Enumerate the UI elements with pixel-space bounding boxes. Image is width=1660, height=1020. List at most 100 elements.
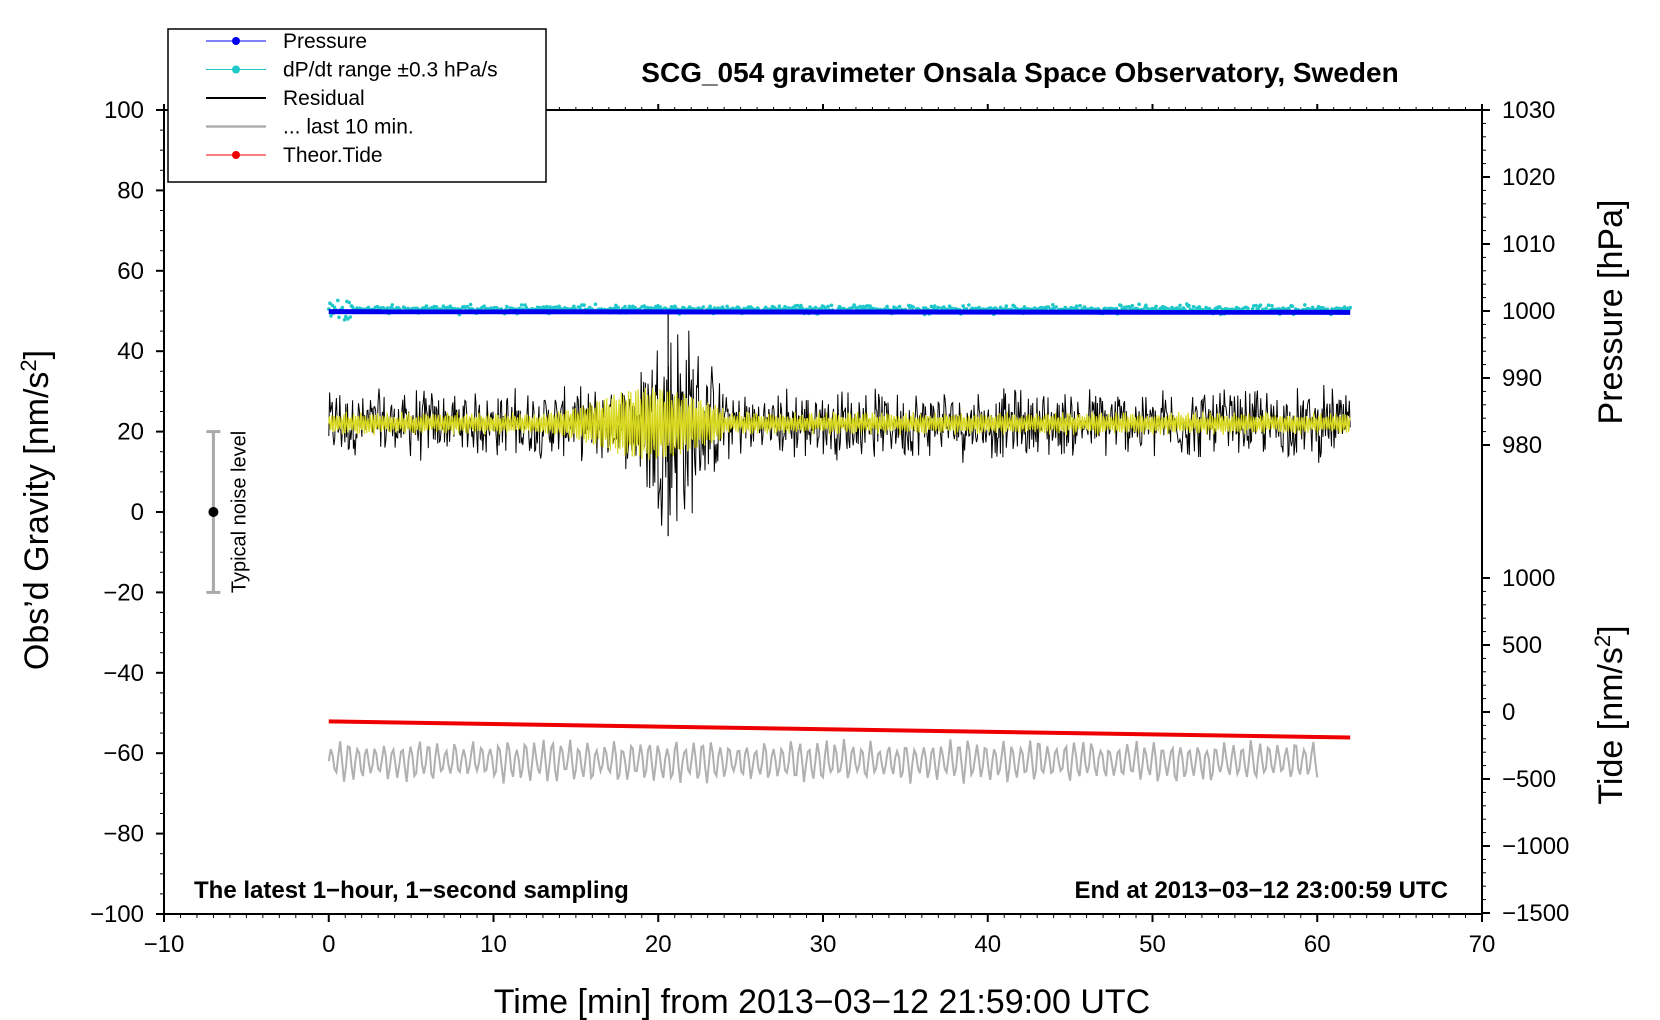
y-left-tick-label: 40 [117, 338, 144, 365]
dpdt-point [1074, 304, 1079, 309]
dpdt-point [336, 298, 340, 303]
dpdt-point [897, 304, 902, 309]
dpdt-point [623, 304, 627, 309]
dpdt-point [829, 303, 834, 308]
x-tick-label: 20 [645, 931, 672, 958]
tide-tick-label: 1000 [1502, 565, 1555, 592]
noise-bar-label: Typical noise level [228, 431, 250, 593]
tide-tick-label: 500 [1502, 632, 1542, 659]
legend-label: Pressure [283, 30, 367, 53]
legend-label: Theor.Tide [283, 144, 383, 167]
axes-layer: −10 0 10 20 30 40 50 60 70100806040200−20−40−60−… [90, 97, 1569, 958]
dpdt-point [1348, 305, 1352, 310]
dpdt-point [842, 306, 846, 311]
tide-tick-label: −500 [1502, 766, 1556, 793]
y-left-tick-label: 100 [104, 97, 144, 124]
dpdt-point [998, 305, 1003, 310]
x-tick-label: 0 [322, 931, 335, 958]
dpdt-point [1082, 305, 1087, 309]
pressure-tick-label: 990 [1502, 365, 1542, 392]
dpdt-point [1290, 304, 1295, 309]
x-tick-label: 50 [1139, 931, 1166, 958]
series-last-10-min [327, 738, 1319, 784]
noise-bar: Typical noise level [206, 430, 250, 594]
dpdt-point [725, 304, 729, 309]
dpdt-point [329, 314, 333, 318]
dpdt-point [434, 305, 439, 309]
dpdt-point [582, 303, 586, 307]
dpdt-point [1187, 303, 1191, 308]
dpdt-point [858, 304, 862, 309]
legend: Pressure dP/dt range ±0.3 hPa/s Residual..… [167, 28, 547, 183]
legend-box [167, 28, 547, 183]
x-axis-title: Time [min] from 2013−03−12 21:59:00 UTC [494, 983, 1150, 1020]
dpdt-point [366, 305, 371, 310]
dpdt-point [813, 305, 818, 310]
y-left-tick-label: −20 [103, 579, 144, 606]
y-axis-title-tide-text: Tide [nm/s [1592, 647, 1630, 804]
dpdt-point [1197, 305, 1202, 309]
dpdt-point [337, 315, 341, 320]
x-tick-label: 40 [974, 931, 1001, 958]
dpdt-point [505, 304, 509, 309]
legend-label: Residual [283, 87, 365, 110]
series-theor-tide [328, 719, 1351, 740]
dpdt-point [967, 303, 971, 307]
y-axis-title-left-sup: 2 [16, 359, 41, 371]
dpdt-point [1154, 304, 1158, 309]
legend-label: dP/dt range ±0.3 hPa/s [283, 59, 498, 82]
chart-title: SCG_054 gravimeter Onsala Space Observat… [641, 57, 1398, 88]
dpdt-point [1114, 306, 1119, 311]
dpdt-point [441, 304, 446, 309]
y-left-tick-label: 80 [117, 177, 144, 204]
dpdt-point [424, 304, 429, 308]
annotation-right: End at 2013−03−12 23:00:59 UTC [1074, 877, 1448, 904]
dpdt-point [468, 302, 473, 307]
series-pressure [328, 309, 1351, 315]
y-left-tick-label: 60 [117, 258, 144, 285]
dpdt-point [465, 304, 470, 309]
data-layer [327, 298, 1352, 784]
dpdt-point [342, 317, 347, 322]
dpdt-point [961, 304, 965, 308]
dpdt-point [1303, 303, 1307, 307]
legend-marker [232, 37, 240, 45]
dpdt-point [1012, 304, 1017, 309]
dpdt-point [795, 303, 800, 308]
pressure-tick-label: 980 [1502, 432, 1542, 459]
dpdt-point [1254, 303, 1258, 308]
dpdt-point [616, 305, 620, 310]
dpdt-point [1287, 306, 1291, 311]
dpdt-point [1258, 303, 1263, 308]
y-left-tick-label: 0 [131, 499, 144, 526]
dpdt-point [1264, 306, 1268, 311]
y-axis-title-left: Obs’d Gravity [nm/s2] [16, 350, 56, 670]
dpdt-point [348, 315, 353, 319]
dpdt-point [1191, 304, 1196, 309]
legend-marker [232, 151, 240, 159]
x-tick-label: −10 [144, 931, 185, 958]
y-left-tick-label: 20 [117, 419, 144, 446]
y-axis-title-left-text: Obs’d Gravity [nm/s [18, 372, 56, 671]
dpdt-point [390, 303, 395, 307]
dpdt-point [1246, 306, 1250, 311]
dpdt-point [614, 303, 618, 308]
dpdt-point [482, 304, 487, 309]
pressure-tick-label: 1030 [1502, 97, 1555, 124]
y-left-tick-label: −100 [90, 901, 144, 928]
dpdt-point [1004, 304, 1009, 308]
dpdt-point [1217, 305, 1222, 309]
dpdt-point [720, 305, 725, 310]
dpdt-point [519, 303, 524, 307]
dpdt-point [1144, 303, 1148, 308]
dpdt-point [593, 302, 598, 307]
y-axis-title-tide: Tide [nm/s2] [1590, 625, 1630, 804]
y-axis-title-tide-sup: 2 [1590, 635, 1615, 647]
dpdt-point [701, 305, 706, 309]
dpdt-point [708, 304, 712, 309]
dpdt-point [340, 305, 345, 310]
pressure-tick-label: 1010 [1502, 231, 1555, 258]
pressure-tick-label: 1000 [1502, 298, 1555, 325]
x-tick-label: 60 [1304, 931, 1331, 958]
